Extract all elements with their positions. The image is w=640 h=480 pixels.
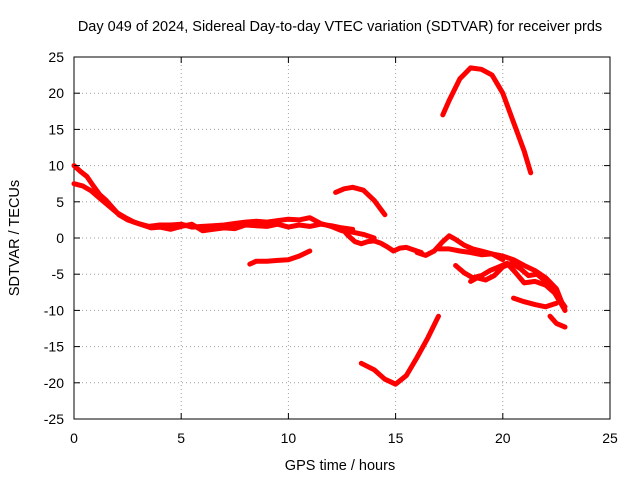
y-tick-label: 5 xyxy=(56,194,64,210)
y-tick-label: -25 xyxy=(44,411,64,427)
y-tick-label: 25 xyxy=(48,49,64,65)
y-tick-label: 0 xyxy=(56,230,64,246)
y-tick-label: -10 xyxy=(44,302,64,318)
chart-title: Day 049 of 2024, Sidereal Day-to-day VTE… xyxy=(78,19,602,35)
x-tick-label: 10 xyxy=(281,430,297,446)
series-line-3 xyxy=(247,248,313,267)
x-axis-label: GPS time / hours xyxy=(285,458,395,474)
x-tick-label: 15 xyxy=(388,430,404,446)
x-tick-label: 5 xyxy=(177,430,185,446)
series-group xyxy=(71,65,568,387)
y-tick-label: -20 xyxy=(44,375,64,391)
series-line-8 xyxy=(440,65,534,176)
series-line-11 xyxy=(468,260,568,313)
series-line-2 xyxy=(71,181,356,234)
series-line-5 xyxy=(339,226,424,255)
y-tick-label: 20 xyxy=(48,85,64,101)
series-line-6 xyxy=(358,313,441,387)
axis-ticks: 0 5 10 15 20 25 -25 -20 -15 -10 -5 0 5 10 15 20 25 xyxy=(44,49,618,446)
x-tick-label: 0 xyxy=(70,430,78,446)
series-line-13 xyxy=(547,313,568,330)
y-tick-label: -15 xyxy=(44,339,64,355)
y-tick-label: 15 xyxy=(48,121,64,137)
y-tick-label: 10 xyxy=(48,158,64,174)
grid-lines xyxy=(74,57,610,419)
series-line-9 xyxy=(436,246,506,263)
y-tick-label: -5 xyxy=(52,266,65,282)
y-axis-label: SDTVAR / TECUs xyxy=(7,180,23,296)
x-tick-label: 25 xyxy=(602,430,618,446)
series-line-12 xyxy=(511,295,559,310)
series-line-4 xyxy=(333,184,388,218)
x-tick-label: 20 xyxy=(495,430,511,446)
